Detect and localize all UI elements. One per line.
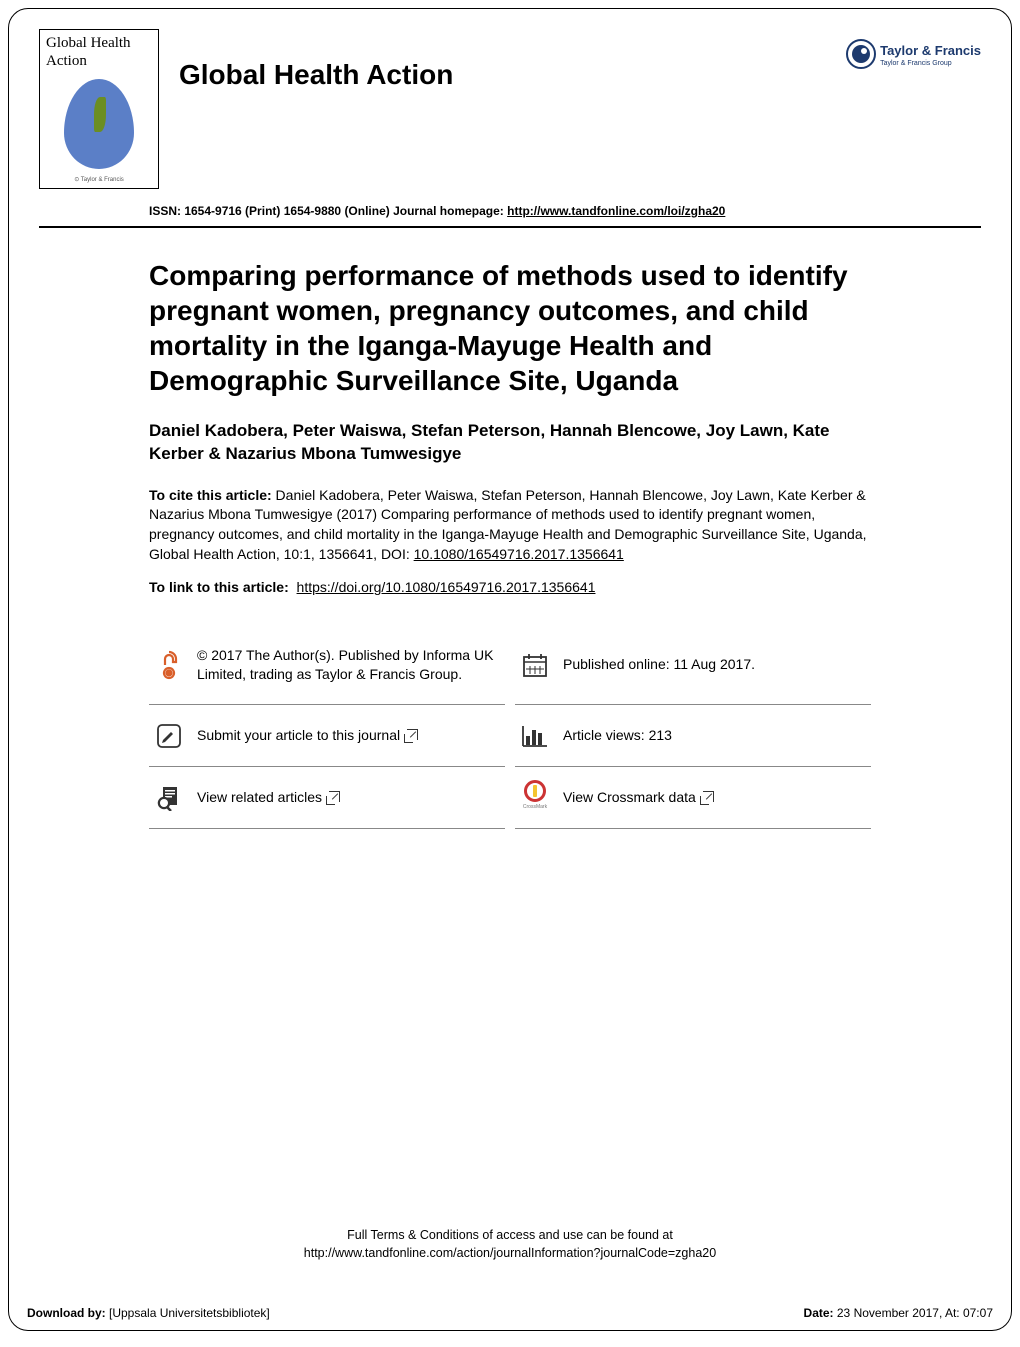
related-cell[interactable]: View related articles — [149, 767, 505, 829]
publisher-text: Taylor & Francis Taylor & Francis Group — [880, 42, 981, 67]
article-link[interactable]: https://doi.org/10.1080/16549716.2017.13… — [297, 579, 596, 595]
publisher-logo: Taylor & Francis Taylor & Francis Group — [846, 39, 981, 69]
crossmark-link-label: View Crossmark data — [563, 789, 696, 805]
download-date: Date: 23 November 2017, At: 07:07 — [804, 1306, 993, 1320]
open-access-icon — [153, 649, 185, 681]
published-text: Published online: 11 Aug 2017. — [563, 655, 755, 674]
article-title: Comparing performance of methods used to… — [149, 258, 871, 398]
download-by-label: Download by: — [27, 1306, 106, 1320]
header-row: Global Health Action Taylor & Francis Gl… — [9, 29, 1011, 189]
footer-terms: Full Terms & Conditions of access and us… — [9, 1227, 1011, 1262]
external-link-icon — [407, 729, 418, 740]
download-by-value: [Uppsala Universitetsbibliotek] — [106, 1306, 270, 1320]
citation-label: To cite this article: — [149, 487, 272, 503]
publisher-icon — [846, 39, 876, 69]
journal-cover: Global Health Action Taylor & Francis — [39, 29, 159, 189]
terms-line1: Full Terms & Conditions of access and us… — [9, 1227, 1011, 1245]
download-bar: Download by: [Uppsala Universitetsbiblio… — [27, 1306, 993, 1320]
article-content: Comparing performance of methods used to… — [9, 228, 1011, 849]
cover-graphic — [64, 79, 134, 169]
date-label: Date: — [804, 1306, 834, 1320]
download-by: Download by: [Uppsala Universitetsbiblio… — [27, 1306, 270, 1320]
page-container: Global Health Action Taylor & Francis Gl… — [8, 8, 1012, 1331]
crossmark-text: View Crossmark data — [563, 788, 714, 807]
crossmark-cell[interactable]: CrossMark View Crossmark data — [515, 767, 871, 829]
link-label: To link to this article: — [149, 579, 289, 595]
external-link-icon — [703, 791, 714, 802]
crossmark-icon: CrossMark — [519, 782, 551, 814]
publisher-name: Taylor & Francis — [880, 43, 981, 58]
article-authors: Daniel Kadobera, Peter Waiswa, Stefan Pe… — [149, 420, 871, 466]
bar-chart-icon — [519, 720, 551, 752]
search-doc-icon — [153, 782, 185, 814]
external-link-icon — [329, 791, 340, 802]
link-line: To link to this article: https://doi.org… — [149, 579, 871, 595]
published-cell: Published online: 11 Aug 2017. — [515, 625, 871, 705]
license-cell: © 2017 The Author(s). Published by Infor… — [149, 625, 505, 705]
related-label: View related articles — [197, 789, 322, 805]
views-text: Article views: 213 — [563, 726, 672, 745]
journal-name: Global Health Action — [179, 59, 846, 91]
terms-url[interactable]: http://www.tandfonline.com/action/journa… — [304, 1246, 716, 1260]
crossmark-label: CrossMark — [523, 804, 547, 810]
calendar-icon — [519, 649, 551, 681]
cover-title: Global Health Action — [40, 30, 158, 74]
views-cell: Article views: 213 — [515, 705, 871, 767]
publisher-sub: Taylor & Francis Group — [880, 60, 981, 67]
citation-block: To cite this article: Daniel Kadobera, P… — [149, 486, 871, 564]
journal-homepage-link[interactable]: http://www.tandfonline.com/loi/zgha20 — [507, 204, 725, 218]
pencil-icon — [153, 720, 185, 752]
submit-text: Submit your article to this journal — [197, 726, 418, 745]
cover-publisher: Taylor & Francis — [74, 176, 124, 183]
submit-cell[interactable]: Submit your article to this journal — [149, 705, 505, 767]
submit-label: Submit your article to this journal — [197, 727, 400, 743]
issn-text: ISSN: 1654-9716 (Print) 1654-9880 (Onlin… — [149, 204, 507, 218]
doi-link[interactable]: 10.1080/16549716.2017.1356641 — [414, 546, 624, 562]
issn-line: ISSN: 1654-9716 (Print) 1654-9880 (Onlin… — [9, 204, 1011, 218]
header-main: Global Health Action — [159, 29, 846, 91]
license-text: © 2017 The Author(s). Published by Infor… — [197, 646, 501, 684]
related-text: View related articles — [197, 788, 340, 807]
actions-grid: © 2017 The Author(s). Published by Infor… — [149, 625, 871, 829]
date-value: 23 November 2017, At: 07:07 — [834, 1306, 993, 1320]
